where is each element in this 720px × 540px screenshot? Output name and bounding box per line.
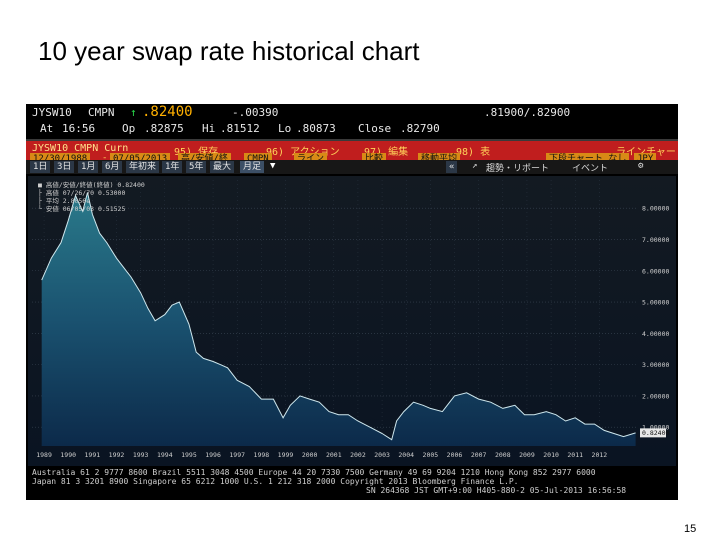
- period-6m[interactable]: 6月: [102, 161, 123, 173]
- data-line: [41, 192, 636, 441]
- y-tick-label: 3.00000: [642, 361, 669, 369]
- at-label: At: [40, 122, 54, 135]
- x-tick-label: 1998: [254, 451, 270, 459]
- menu-actions[interactable]: 96) アクション: [266, 147, 340, 158]
- page-number: 15: [684, 523, 697, 535]
- last-value-label: 0.82400: [642, 429, 669, 437]
- legend-line: ├ 平均 2.8056e: [38, 196, 90, 205]
- up-arrow-icon: ↑: [130, 106, 137, 119]
- low-value: .80873: [296, 122, 336, 135]
- x-tick-label: 2011: [567, 451, 583, 459]
- bloomberg-terminal: JYSW10 CMPN ↑ .82400 -.00390 .81900/.829…: [26, 104, 678, 500]
- trend-icon[interactable]: ↗: [472, 161, 478, 171]
- open-label: Op: [122, 122, 136, 135]
- last-value-marker: [640, 428, 666, 438]
- y-tick-label: 6.00000: [642, 267, 669, 275]
- x-tick-label: 2005: [423, 451, 439, 459]
- trend-report-link[interactable]: 趨勢・リポート: [486, 164, 550, 174]
- x-tick-label: 2004: [398, 451, 414, 459]
- y-tick-label: 5.00000: [642, 299, 669, 307]
- high-value: .81512: [220, 122, 260, 135]
- y-axis: 8.00000 7.00000 6.00000 5.00000 4.00000 3.000…: [642, 205, 669, 432]
- x-tick-label: 2010: [543, 451, 559, 459]
- chart-legend: ■ 高値/安値/終値(終値) 0.82400 ├ 高値 07/26/70 0.5…: [38, 180, 145, 213]
- quote-line-1: JYSW10 CMPN ↑ .82400 -.00390 .81900/.829…: [26, 104, 678, 122]
- swap-rate-chart: 8.00000 7.00000 6.00000 5.00000 4.00000 3.000…: [28, 176, 676, 466]
- low-label: Lo: [278, 122, 292, 135]
- menu-edit[interactable]: 97) 編集: [364, 147, 409, 158]
- x-tick-label: 1991: [85, 451, 101, 459]
- y-tick-label: 7.00000: [642, 236, 669, 244]
- x-tick-label: 1994: [157, 451, 173, 459]
- legend-line: ├ 高値 07/26/70 0.53000: [38, 188, 125, 197]
- period-1d[interactable]: 1日: [30, 161, 51, 173]
- date-dash: -: [102, 153, 108, 163]
- x-tick-label: 2006: [447, 451, 463, 459]
- ticker: JYSW10: [32, 106, 72, 119]
- period-max[interactable]: 最大: [210, 161, 235, 173]
- high-label: Hi: [202, 122, 216, 135]
- x-tick-label: 1999: [278, 451, 294, 459]
- last-price: .82400: [142, 104, 193, 120]
- y-tick-label: 4.00000: [642, 330, 669, 338]
- close-value: .82790: [400, 122, 440, 135]
- y-tick-label: 8.00000: [642, 205, 669, 213]
- open-value: .82875: [144, 122, 184, 135]
- period-3d[interactable]: 3日: [54, 161, 75, 173]
- x-tick-label: 2009: [519, 451, 535, 459]
- x-tick-label: 1993: [133, 451, 149, 459]
- quote-time: 16:56: [62, 122, 96, 135]
- divider: [26, 139, 678, 141]
- x-tick-label: 2007: [471, 451, 487, 459]
- legend-line: ■ 高値/安値/終値(終値) 0.82400: [38, 180, 145, 189]
- y-tick-label: 2.00000: [642, 392, 669, 400]
- x-tick-label: 1989: [36, 451, 52, 459]
- menu-table[interactable]: 98) 表: [456, 147, 491, 158]
- close-label: Close: [358, 122, 392, 135]
- period-1m[interactable]: 1月: [78, 161, 99, 173]
- nav-back-button[interactable]: «: [446, 161, 458, 173]
- settings-icon[interactable]: ⚙: [638, 161, 644, 171]
- chart-type-label: ラインチャート: [616, 143, 678, 158]
- slide-title: 10 year swap rate historical chart: [38, 36, 420, 66]
- legend-line: └ 安値 06/05/03 0.51525: [38, 204, 125, 213]
- x-tick-label: 2000: [302, 451, 318, 459]
- x-tick-label: 2012: [592, 451, 608, 459]
- period-menu: 1日 3日 1月 6月 年初来 1年 5年 最大 月足 ▼ « ↗ 趨勢・リポー…: [26, 160, 678, 174]
- quote-line-2: At 16:56 Op .82875 Hi .81512 Lo .80873 C…: [26, 122, 678, 138]
- footer-text: SN 264368 JST GMT+9:00 H405-880-2 05-Jul…: [366, 486, 627, 495]
- x-tick-label: 2001: [326, 451, 342, 459]
- x-tick-label: 2003: [374, 451, 390, 459]
- x-tick-label: 1996: [205, 451, 221, 459]
- frequency-select[interactable]: 月足: [240, 161, 265, 173]
- footer-text: Japan 81 3 3201 8900 Singapore 65 6212 1…: [32, 477, 519, 486]
- price-source: CMPN: [88, 106, 115, 119]
- period-1y[interactable]: 1年: [162, 161, 183, 173]
- x-tick-label: 1995: [181, 451, 197, 459]
- x-axis: 1989 1990 1991 1992 1993 1994 1995 1996 1997 1998…: [36, 451, 607, 459]
- x-tick-label: 2002: [350, 451, 366, 459]
- y-tick-label: 1.00000: [642, 424, 669, 432]
- footer-text: Australia 61 2 9777 8600 Brazil 5511 304…: [32, 468, 596, 477]
- x-tick-label: 1997: [229, 451, 245, 459]
- event-link[interactable]: イベント: [572, 164, 609, 174]
- period-5y[interactable]: 5年: [186, 161, 207, 173]
- menu-save[interactable]: 95) 保存: [174, 143, 218, 158]
- x-tick-label: 2008: [495, 451, 511, 459]
- x-tick-label: 1990: [60, 451, 76, 459]
- bid-ask: .81900/.82900: [484, 106, 571, 119]
- x-tick-label: 1992: [109, 451, 125, 459]
- period-ytd[interactable]: 年初来: [126, 161, 160, 173]
- security-field[interactable]: JYSW10 CMPN Curn: [32, 143, 129, 154]
- net-change: -.00390: [232, 106, 279, 119]
- data-area: [41, 192, 636, 446]
- chevron-down-icon[interactable]: ▼: [270, 161, 276, 171]
